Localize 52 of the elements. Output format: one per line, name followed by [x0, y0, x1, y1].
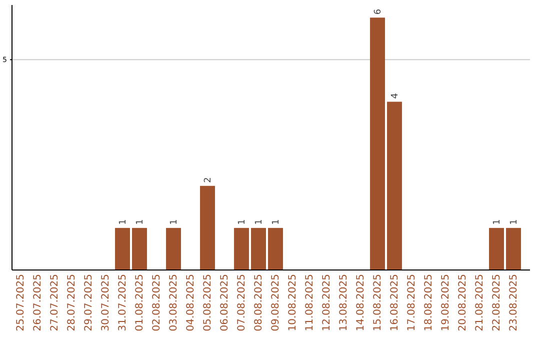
bar — [387, 102, 402, 270]
x-tick-label: 06.08.2025 — [220, 274, 231, 332]
data-label: 1 — [136, 219, 146, 225]
bar — [251, 228, 266, 270]
x-tick-label: 22.08.2025 — [492, 274, 503, 332]
x-tick-label: 02.08.2025 — [152, 274, 163, 332]
x-tick-label: 29.07.2025 — [84, 274, 95, 332]
data-label: 1 — [272, 219, 282, 225]
data-label: 1 — [118, 219, 128, 225]
x-tick-label: 05.08.2025 — [202, 274, 214, 332]
x-tick-label: 19.08.2025 — [440, 274, 452, 332]
data-label: 1 — [238, 219, 248, 225]
x-tick-label: 25.07.2025 — [16, 274, 27, 332]
bar — [268, 228, 283, 270]
x-tick-label: 21.08.2025 — [474, 274, 486, 332]
data-label: 1 — [510, 219, 520, 225]
x-tick-label: 17.08.2025 — [406, 274, 418, 332]
bar — [506, 228, 521, 270]
x-tick-label: 20.08.2025 — [458, 274, 469, 332]
x-tick-label: 31.07.2025 — [118, 274, 129, 332]
x-tick-label: 30.07.2025 — [100, 274, 112, 332]
x-tick-label: 12.08.2025 — [322, 274, 333, 332]
x-tick-label: 13.08.2025 — [338, 274, 350, 332]
x-tick-label: 07.08.2025 — [236, 274, 248, 332]
x-tick-label: 08.08.2025 — [254, 274, 265, 332]
x-tick-label: 10.08.2025 — [288, 274, 299, 332]
x-tick-label: 28.07.2025 — [66, 274, 78, 332]
x-tick-label: 03.08.2025 — [168, 274, 180, 332]
x-tick-label: 04.08.2025 — [186, 274, 197, 332]
data-label: 1 — [492, 219, 502, 225]
bar — [200, 186, 215, 270]
data-label: 1 — [170, 219, 180, 225]
x-tick-label: 14.08.2025 — [356, 274, 367, 332]
bar — [166, 228, 181, 270]
data-label: 2 — [204, 177, 214, 183]
x-tick-label: 01.08.2025 — [134, 274, 146, 332]
x-tick-label: 11.08.2025 — [304, 274, 316, 332]
x-tick-label: 18.08.2025 — [424, 274, 435, 332]
bar — [489, 228, 504, 270]
data-label: 4 — [390, 92, 400, 99]
bar — [115, 228, 130, 270]
x-tick-label: 09.08.2025 — [270, 274, 282, 332]
x-tick-label: 26.07.2025 — [32, 274, 44, 332]
data-label: 6 — [374, 8, 384, 15]
bar — [234, 228, 249, 270]
x-tick-label: 23.08.2025 — [508, 274, 520, 332]
data-label: 1 — [254, 219, 264, 225]
bar — [370, 18, 385, 270]
bar — [132, 228, 147, 270]
x-tick-label: 16.08.2025 — [390, 274, 401, 332]
x-tick-label: 27.07.2025 — [50, 274, 61, 332]
x-tick-label: 15.08.2025 — [372, 274, 384, 332]
